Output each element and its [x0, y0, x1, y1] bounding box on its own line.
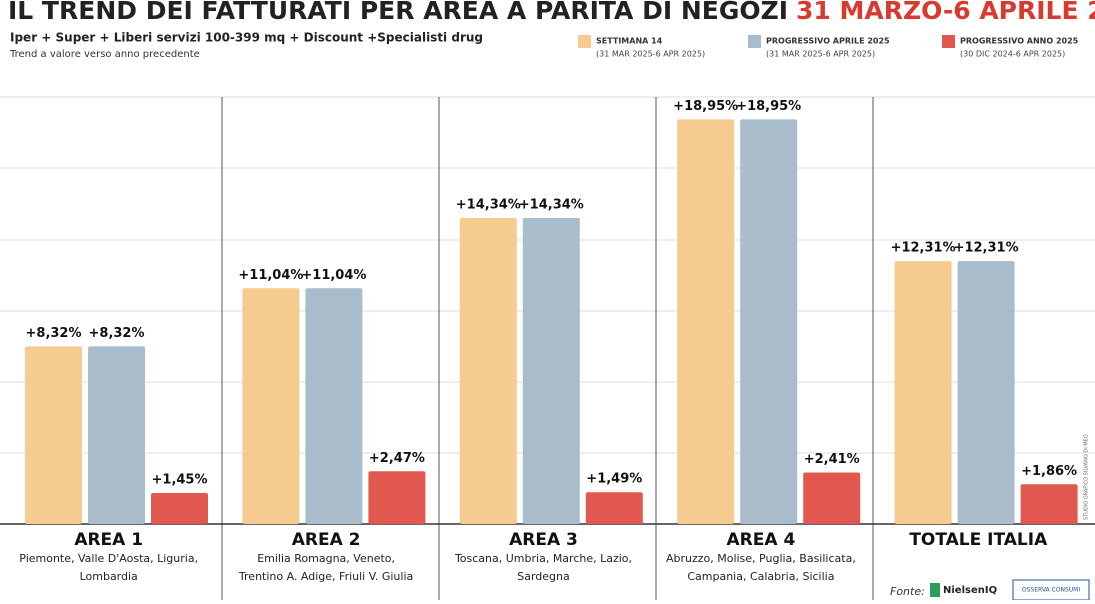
nielsen-logo [930, 583, 940, 597]
bar [305, 288, 363, 524]
bar [522, 217, 580, 524]
source: OSSERVA CONSUMI [1022, 587, 1080, 594]
legend-label: SETTIMANA 14 [596, 37, 663, 46]
legend-swatch [578, 35, 591, 48]
credit: STUDIO GRAFICO SILVANO DI MEO [1084, 434, 1090, 520]
x-tick-label: AREA 2 [292, 530, 361, 550]
bar [151, 493, 208, 524]
value-label: +14,34% [519, 197, 584, 212]
bar [1020, 484, 1078, 524]
legend-period: (30 DIC 2024-6 APR 2025) [960, 50, 1065, 59]
x-tick-label: AREA 1 [74, 530, 143, 550]
legend-swatch [748, 35, 761, 48]
bar [25, 346, 82, 524]
value-label: +8,32% [26, 326, 82, 341]
source: NielsenIQ [943, 585, 997, 596]
bar [677, 119, 735, 524]
source-label: Fonte: [890, 585, 925, 598]
subtitle: Iper + Super + Liberi servizi 100-399 mq… [10, 31, 483, 45]
bar [585, 492, 643, 524]
bar [88, 346, 145, 524]
region-label: Emilia Romagna, Veneto, [257, 552, 395, 565]
note: Trend a valore verso anno precedente [9, 49, 200, 60]
legend-label: PROGRESSIVO ANNO 2025 [960, 37, 1079, 46]
bar [459, 217, 517, 524]
bar [957, 261, 1015, 524]
value-label: +1,49% [586, 472, 642, 487]
region-label: Campania, Calabria, Sicilia [687, 570, 834, 583]
bar [242, 288, 300, 524]
value-label: +18,95% [673, 99, 738, 114]
x-tick-label: AREA 4 [727, 530, 796, 550]
bar [803, 472, 861, 524]
region-label: Toscana, Umbria, Marche, Lazio, [454, 552, 632, 565]
region-label: Sardegna [517, 570, 570, 583]
region-label: Trentino A. Adige, Friuli V. Giulia [238, 570, 413, 583]
value-label: +1,86% [1021, 464, 1077, 479]
value-label: +1,45% [152, 473, 208, 488]
x-tick-label: TOTALE ITALIA [909, 530, 1048, 550]
region-label: Lombardia [80, 570, 138, 583]
legend-swatch [942, 35, 955, 48]
value-label: +12,31% [954, 241, 1019, 256]
value-label: +8,32% [89, 326, 145, 341]
bar [368, 471, 426, 524]
value-label: +11,04% [301, 268, 366, 283]
title-period: 31 MARZO-6 APRILE 2025 [796, 0, 1095, 25]
value-label: +12,31% [891, 241, 956, 256]
chart-title: IL TREND DEI FATTURATI PER AREA A PARITÀ… [8, 0, 1095, 25]
region-label: Abruzzo, Molise, Puglia, Basilicata, [666, 552, 856, 565]
title-main: IL TREND DEI FATTURATI PER AREA A PARITÀ… [8, 0, 788, 25]
value-label: +2,41% [804, 452, 860, 467]
bar [740, 119, 798, 524]
legend-period: (31 MAR 2025-6 APR 2025) [766, 50, 875, 59]
value-label: +14,34% [456, 197, 521, 212]
bar [894, 261, 952, 524]
legend-label: PROGRESSIVO APRILE 2025 [766, 37, 890, 46]
value-label: +11,04% [238, 268, 303, 283]
value-label: +18,95% [736, 99, 801, 114]
value-label: +2,47% [369, 451, 425, 466]
dividers [221, 97, 874, 600]
legend-period: (31 MAR 2025-6 APR 2025) [596, 50, 705, 59]
x-tick-label: AREA 3 [509, 530, 578, 550]
region-label: Piemonte, Valle D'Aosta, Liguria, [19, 552, 198, 565]
